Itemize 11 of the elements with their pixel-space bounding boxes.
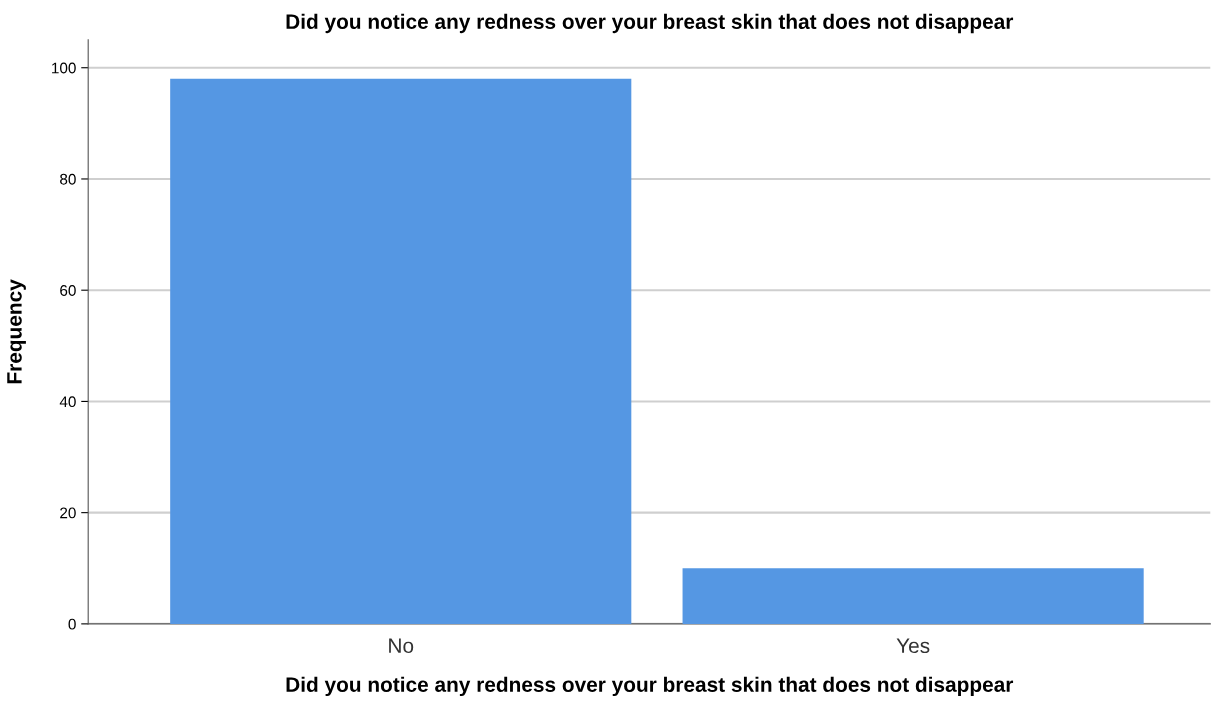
- chart-title: Did you notice any redness over your breast skin that does not disappear: [286, 13, 1014, 34]
- y-tick-label: 0: [68, 618, 76, 630]
- x-tick-label: Yes: [896, 638, 930, 654]
- y-tick-label: 100: [52, 62, 76, 74]
- x-axis-title: Did you notice any redness over your breast skin that does not disappear: [286, 676, 1014, 697]
- y-tick-label: 80: [60, 173, 76, 185]
- y-tick-label: 40: [59, 396, 76, 408]
- x-tick-label: No: [389, 638, 414, 654]
- y-tick-label: 20: [60, 507, 76, 519]
- y-axis-title: Frequency: [7, 279, 26, 384]
- y-tick-label: 60: [60, 285, 76, 296]
